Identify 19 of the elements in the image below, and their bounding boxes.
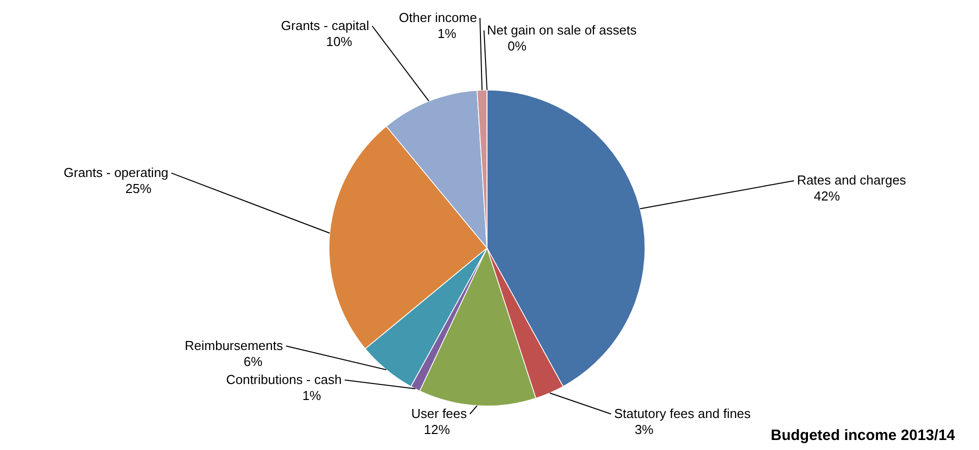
data-label: 10% [326,34,353,49]
data-label: 12% [424,422,450,437]
slice-label: Statutory fees and fines [614,406,752,421]
data-label: 1% [302,388,322,403]
slice-label: User fees [411,406,468,421]
slice-label: Grants - operating [64,165,168,180]
slice-label: Rates and charges [796,172,907,188]
text: 0% [508,38,526,54]
category-label: Net gain on sale of assets [487,22,637,38]
data-label: 1% [438,26,457,41]
data-label: 42% [814,188,840,204]
slice-label: Other income [398,10,477,25]
text: Budgeted income 2013/14 [770,427,956,444]
data-label: 6% [244,354,263,369]
slice-label: Contributions - cash [226,372,342,387]
slice-label: Reimbursements [184,338,284,353]
slice-label: Grants - capital [281,18,370,33]
data-label: 3% [634,422,654,437]
data-label: 25% [125,181,152,196]
